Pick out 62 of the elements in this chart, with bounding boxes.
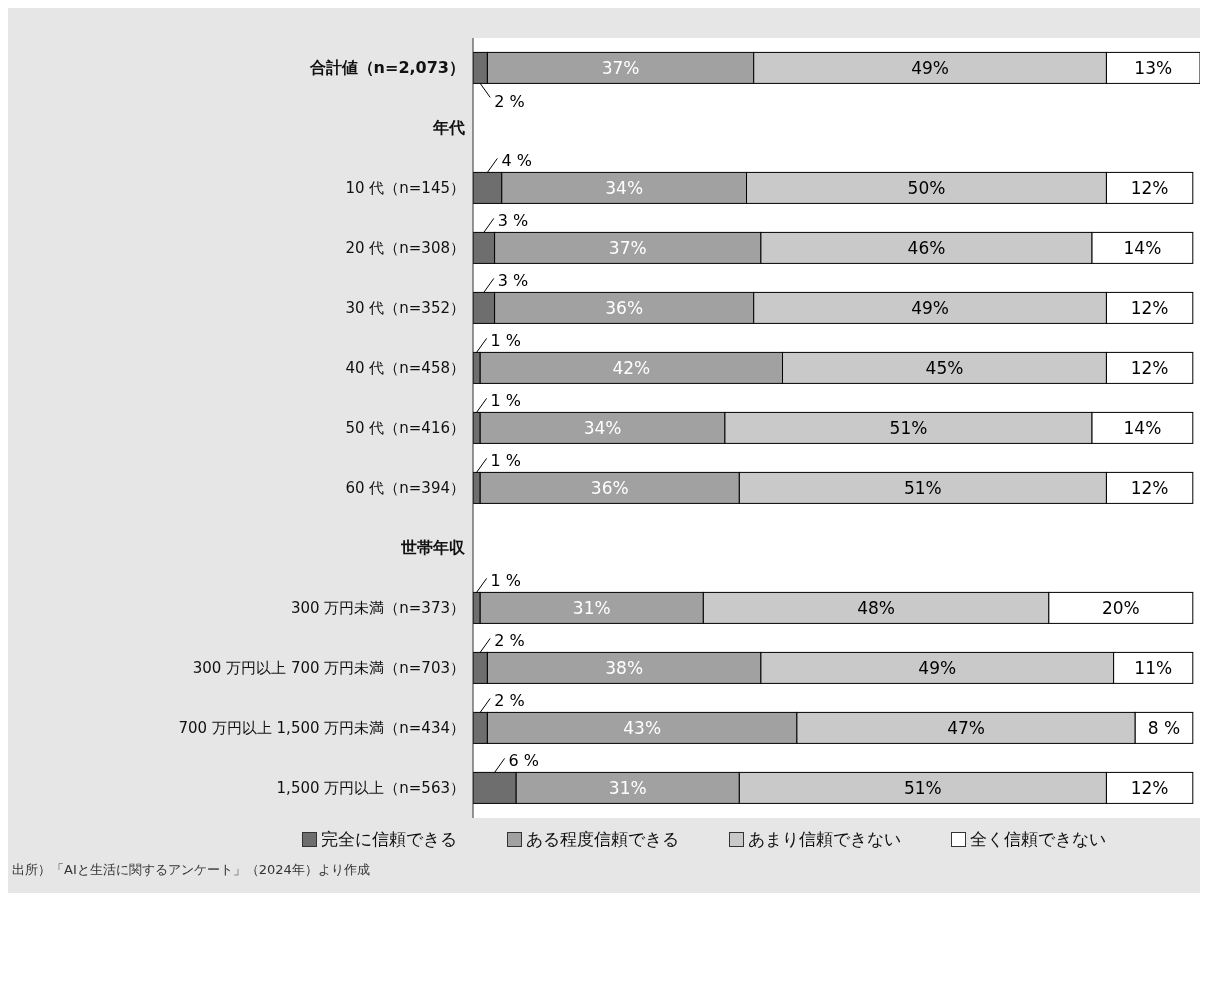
y-tick-label: 30 代（n=352） xyxy=(345,299,465,317)
data-label: 42% xyxy=(612,357,651,378)
data-label: 1 % xyxy=(490,571,522,591)
data-label: 12% xyxy=(1130,177,1169,198)
data-label: 12% xyxy=(1130,297,1169,318)
y-tick-label: 1,500 万円以上（n=563） xyxy=(276,779,465,797)
data-label: 36% xyxy=(590,477,629,498)
data-label: 47% xyxy=(947,717,985,738)
data-label: 49% xyxy=(918,657,957,678)
y-tick-label: 40 代（n=458） xyxy=(345,359,465,377)
data-label: 12% xyxy=(1130,777,1169,798)
data-label: 51% xyxy=(903,477,942,498)
y-tick-label: 世帯年収 xyxy=(400,538,466,557)
data-label: 48% xyxy=(857,597,895,618)
data-label: 31% xyxy=(572,597,611,618)
legend-label: ある程度信頼できる xyxy=(526,828,679,851)
y-tick-label: 300 万円以上 700 万円未満（n=703） xyxy=(192,659,465,677)
data-label: 49% xyxy=(911,297,949,318)
series-label: 全く信頼できない xyxy=(970,828,1106,851)
data-label: 51% xyxy=(903,777,942,798)
data-label: 11% xyxy=(1134,657,1173,678)
data-label: 2 % xyxy=(494,631,525,651)
text: 出所）「AIと生活に関するアンケート」（2024年）より作成 xyxy=(11,861,371,879)
data-label: 1 % xyxy=(490,451,522,471)
y-tick-label: 10 代（n=145） xyxy=(345,179,465,197)
y-tick-label: 年代 xyxy=(432,118,465,137)
data-label: 36% xyxy=(605,297,644,318)
data-label: 37% xyxy=(601,57,640,78)
data-label: 3 % xyxy=(497,211,529,231)
data-label: 12% xyxy=(1130,477,1169,498)
data-label: 1 % xyxy=(490,331,522,351)
data-label: 34% xyxy=(605,177,644,198)
legend-label: 完全に信頼できる xyxy=(321,828,457,851)
data-label: 31% xyxy=(608,777,647,798)
y-tick-label: 20 代（n=308） xyxy=(345,239,465,257)
data-label: 14% xyxy=(1123,417,1162,438)
y-tick-label: 700 万円以上 1,500 万円未満（n=434） xyxy=(178,719,465,737)
data-label: 6 % xyxy=(508,751,540,771)
data-label: 50% xyxy=(907,177,946,198)
data-label: 12% xyxy=(1130,357,1169,378)
data-label: 37% xyxy=(608,237,647,258)
y-tick-label: 60 代（n=394） xyxy=(345,479,465,497)
data-label: 4 % xyxy=(501,151,532,171)
data-label: 14% xyxy=(1123,237,1162,258)
data-label: 3 % xyxy=(497,271,529,291)
legend-label: あまり信頼できない xyxy=(748,828,901,851)
data-label: 13% xyxy=(1134,57,1173,78)
y-tick-label: 合計値（n=2,073） xyxy=(308,58,465,77)
data-label: 49% xyxy=(911,57,949,78)
data-label: 51% xyxy=(889,417,928,438)
data-label: 20% xyxy=(1101,597,1140,618)
y-tick-label: 300 万円未満（n=373） xyxy=(290,599,465,617)
y-tick-label: 50 代（n=416） xyxy=(345,419,465,437)
data-label: 1 % xyxy=(490,391,522,411)
data-label: 46% xyxy=(907,237,946,258)
data-label: 2 % xyxy=(494,92,525,112)
data-label: 2 % xyxy=(494,691,525,711)
data-label: 45% xyxy=(925,357,964,378)
data-label: 38% xyxy=(605,657,644,678)
data-label: 43% xyxy=(623,717,662,738)
data-label: 34% xyxy=(583,417,622,438)
data-label: 8 % xyxy=(1147,717,1181,738)
